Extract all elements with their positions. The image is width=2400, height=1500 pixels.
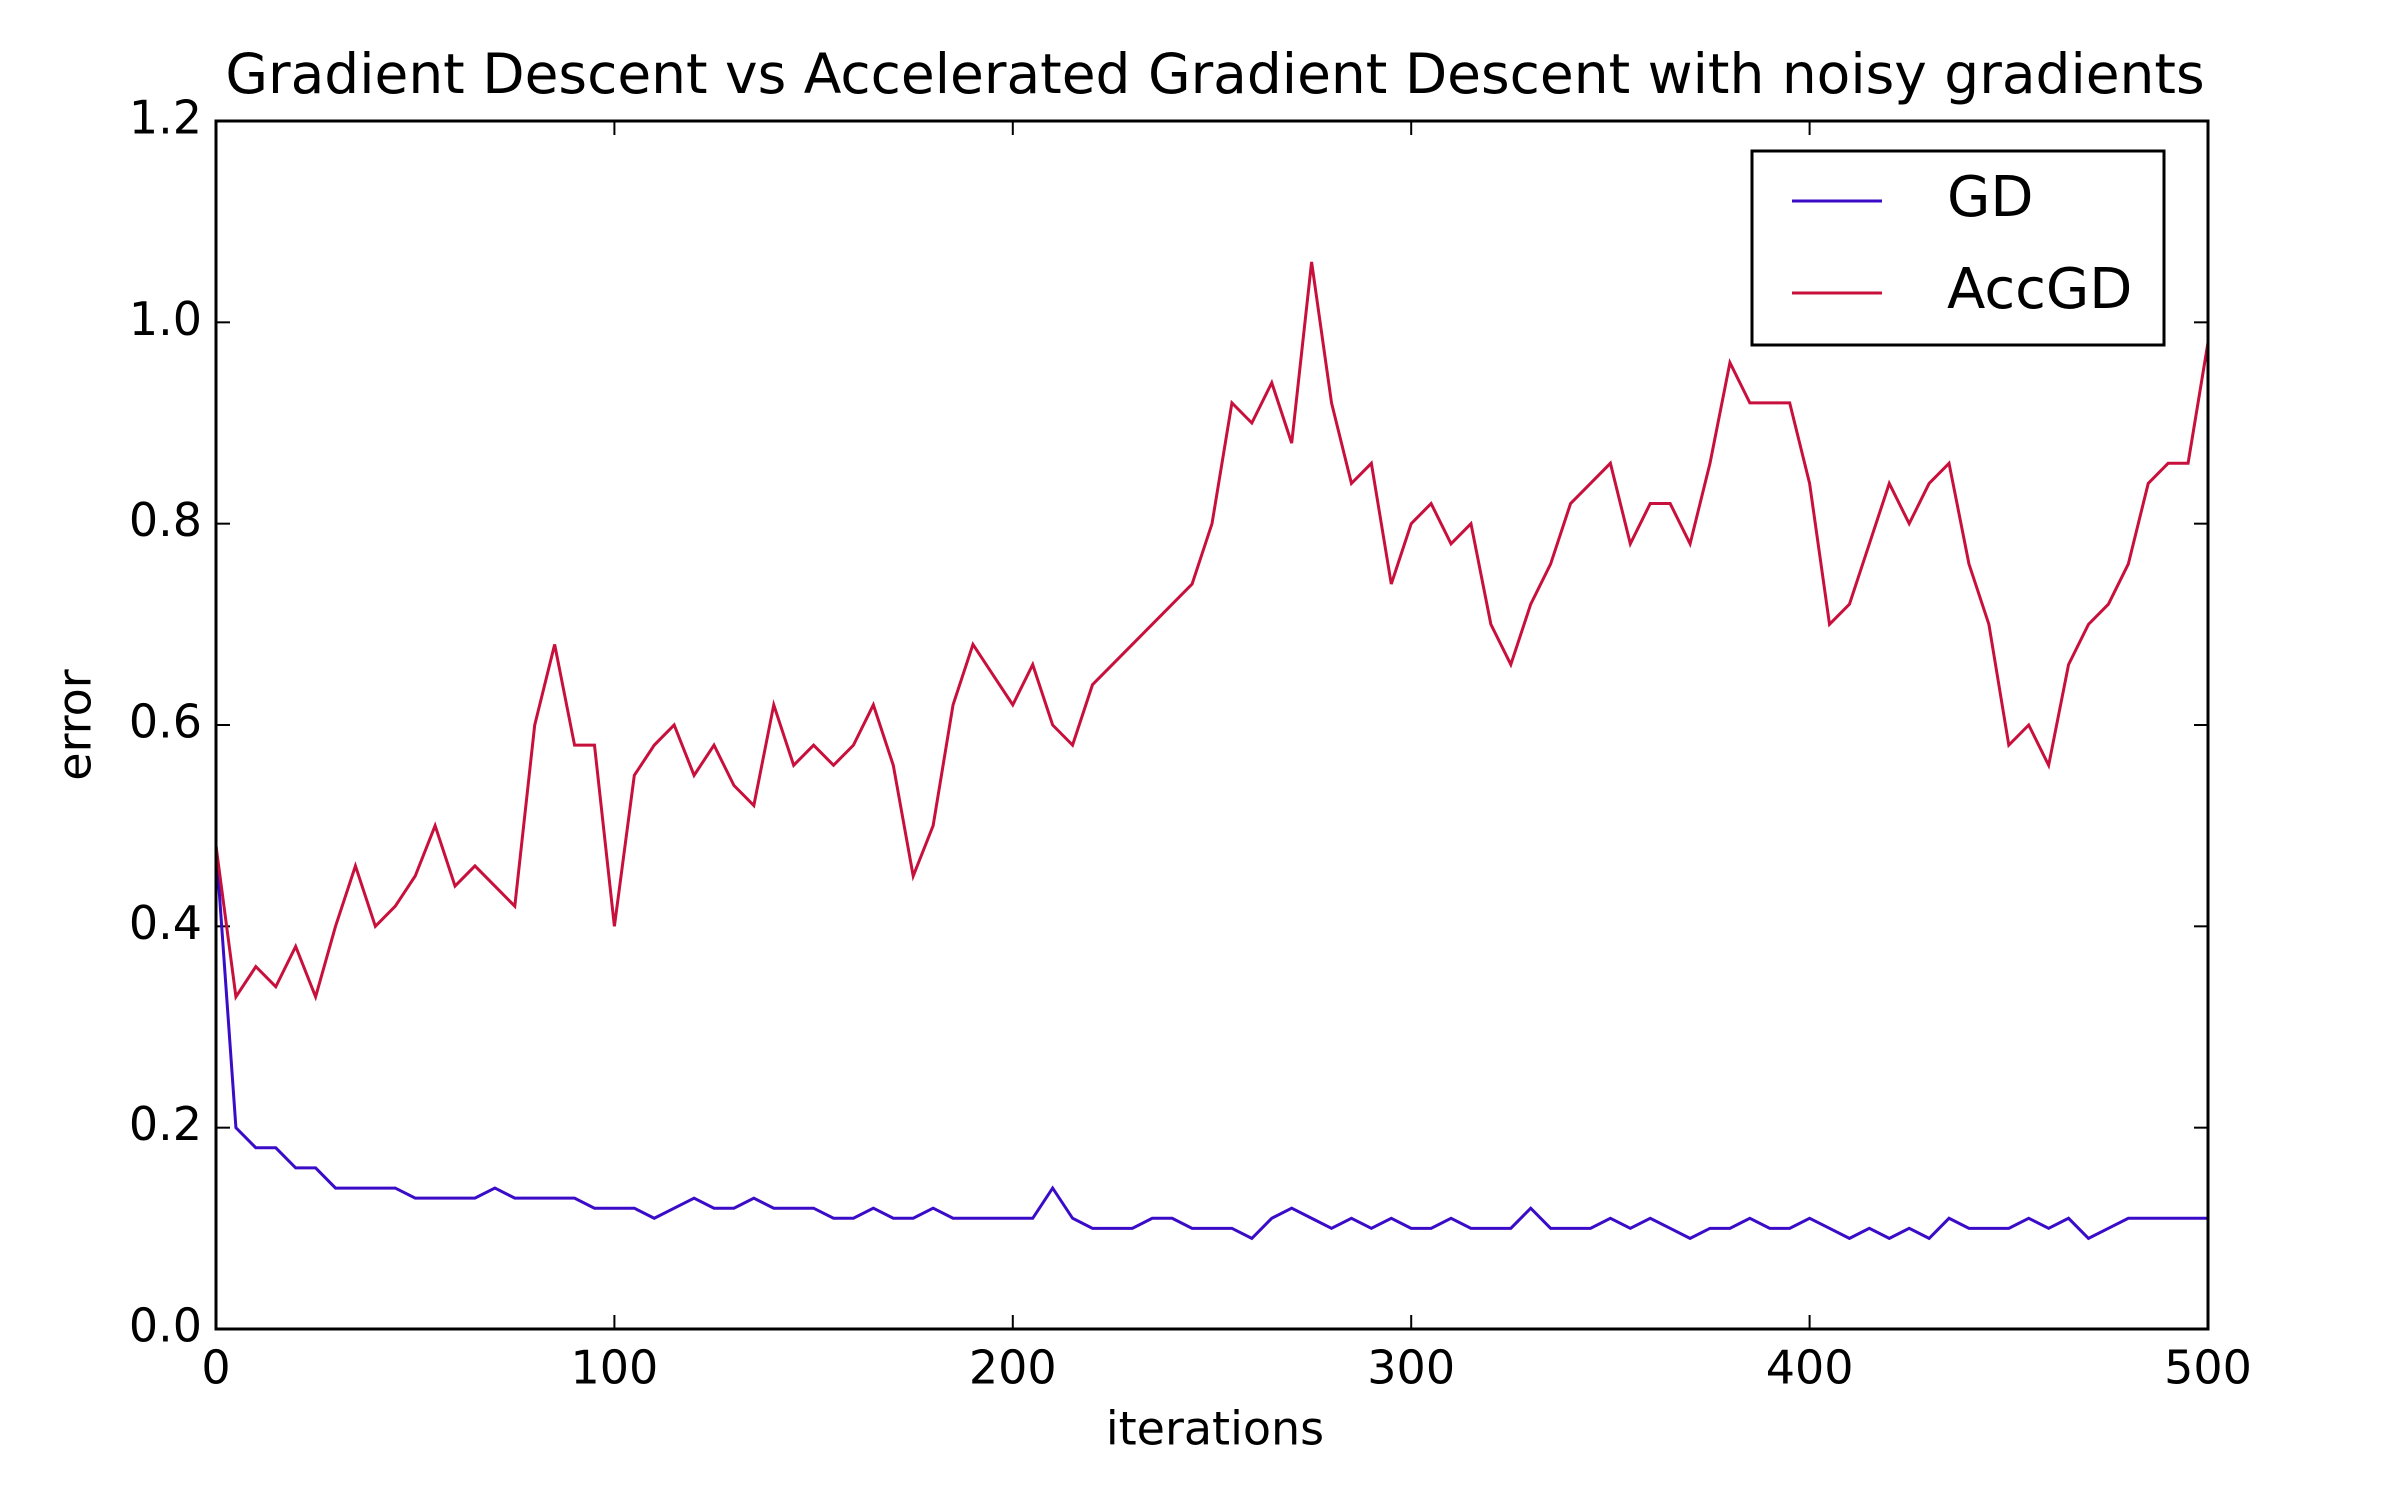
y-tick-label: 0.0 xyxy=(129,1299,202,1353)
y-axis-label: error xyxy=(48,669,102,780)
x-tick-label: 0 xyxy=(201,1341,230,1395)
x-tick-label: 500 xyxy=(2164,1341,2252,1395)
y-tick-label: 0.2 xyxy=(129,1097,202,1151)
y-tick-label: 0.6 xyxy=(129,695,202,749)
x-tick-label: 200 xyxy=(969,1341,1057,1395)
x-tick-label: 300 xyxy=(1367,1341,1455,1395)
legend-text: AccGD xyxy=(1947,257,2132,322)
x-tick-label: 100 xyxy=(570,1341,658,1395)
plot-frame xyxy=(214,119,2210,1331)
data-line xyxy=(214,261,2210,1002)
legend-text: GD xyxy=(1947,165,2034,230)
y-tick-label: 0.8 xyxy=(129,493,202,547)
data-line xyxy=(214,845,2208,1241)
chart-title: Gradient Descent vs Accelerated Gradient… xyxy=(225,42,2204,106)
x-axis-label: iterations xyxy=(1106,1402,1324,1456)
legend-box xyxy=(1750,149,2166,347)
y-tick-label: 1.0 xyxy=(129,292,202,346)
y-tick-label: 1.2 xyxy=(129,91,202,145)
y-tick-label: 0.4 xyxy=(129,896,202,950)
x-tick-label: 400 xyxy=(1766,1341,1854,1395)
